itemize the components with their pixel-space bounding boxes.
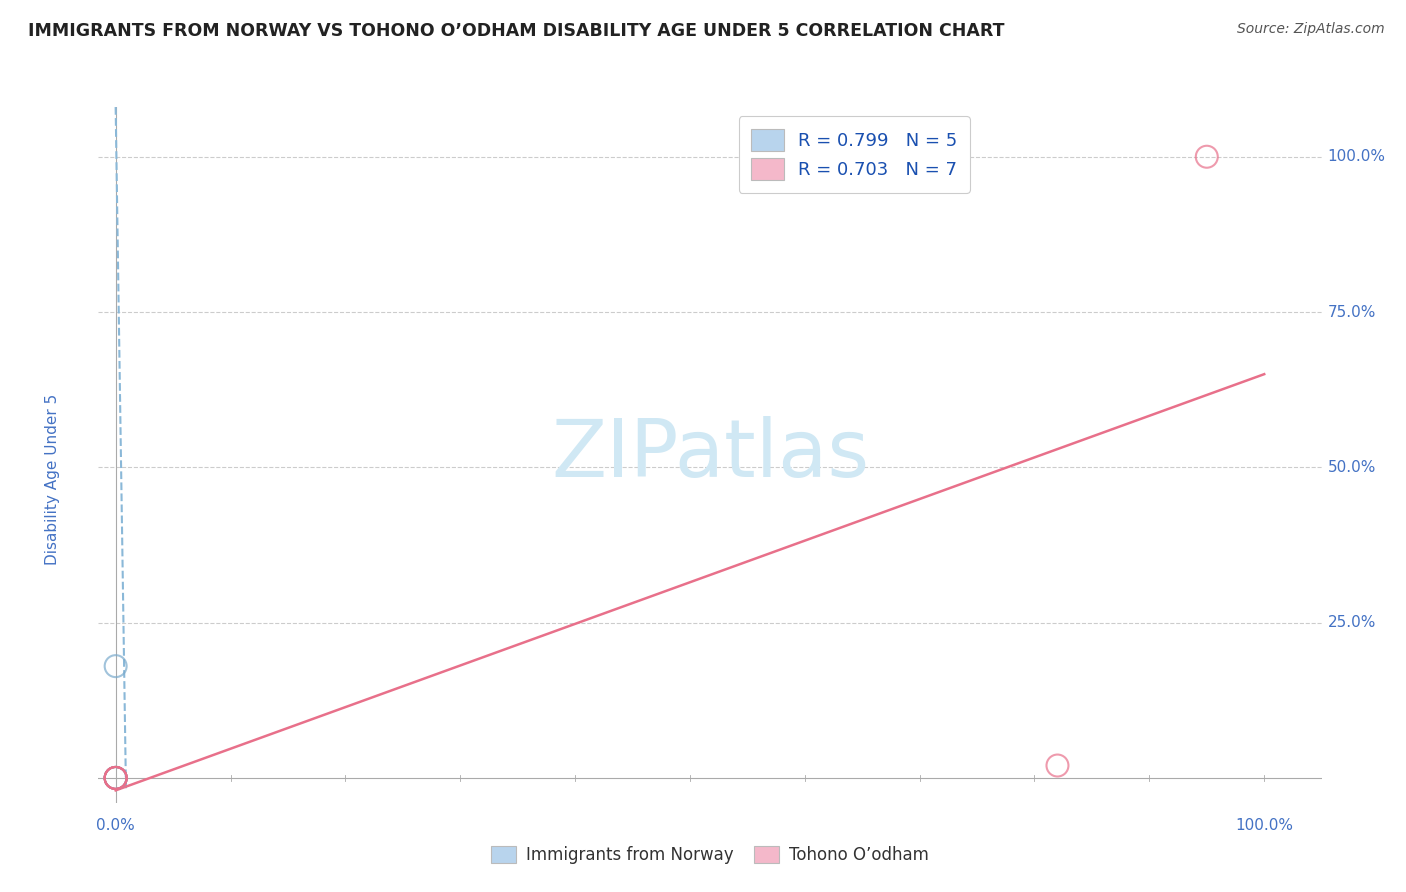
Text: Disability Age Under 5: Disability Age Under 5 [45, 394, 60, 566]
Point [1046, 758, 1069, 772]
Text: ZIPatlas: ZIPatlas [551, 416, 869, 494]
Point [1195, 150, 1218, 164]
Point [104, 771, 127, 785]
Text: Source: ZipAtlas.com: Source: ZipAtlas.com [1237, 22, 1385, 37]
Text: IMMIGRANTS FROM NORWAY VS TOHONO O’ODHAM DISABILITY AGE UNDER 5 CORRELATION CHAR: IMMIGRANTS FROM NORWAY VS TOHONO O’ODHAM… [28, 22, 1005, 40]
Text: 50.0%: 50.0% [1327, 460, 1375, 475]
Point [104, 771, 127, 785]
Text: 25.0%: 25.0% [1327, 615, 1375, 630]
Legend: Immigrants from Norway, Tohono O’odham: Immigrants from Norway, Tohono O’odham [485, 839, 935, 871]
Point [104, 771, 127, 785]
Text: 0.0%: 0.0% [96, 818, 135, 833]
Text: 100.0%: 100.0% [1236, 818, 1294, 833]
Point [104, 771, 127, 785]
Text: 75.0%: 75.0% [1327, 304, 1375, 319]
Point [104, 771, 127, 785]
Point [104, 771, 127, 785]
Point [104, 771, 127, 785]
Point [104, 771, 127, 785]
Point [104, 659, 127, 673]
Text: 100.0%: 100.0% [1327, 149, 1385, 164]
Point [104, 771, 127, 785]
